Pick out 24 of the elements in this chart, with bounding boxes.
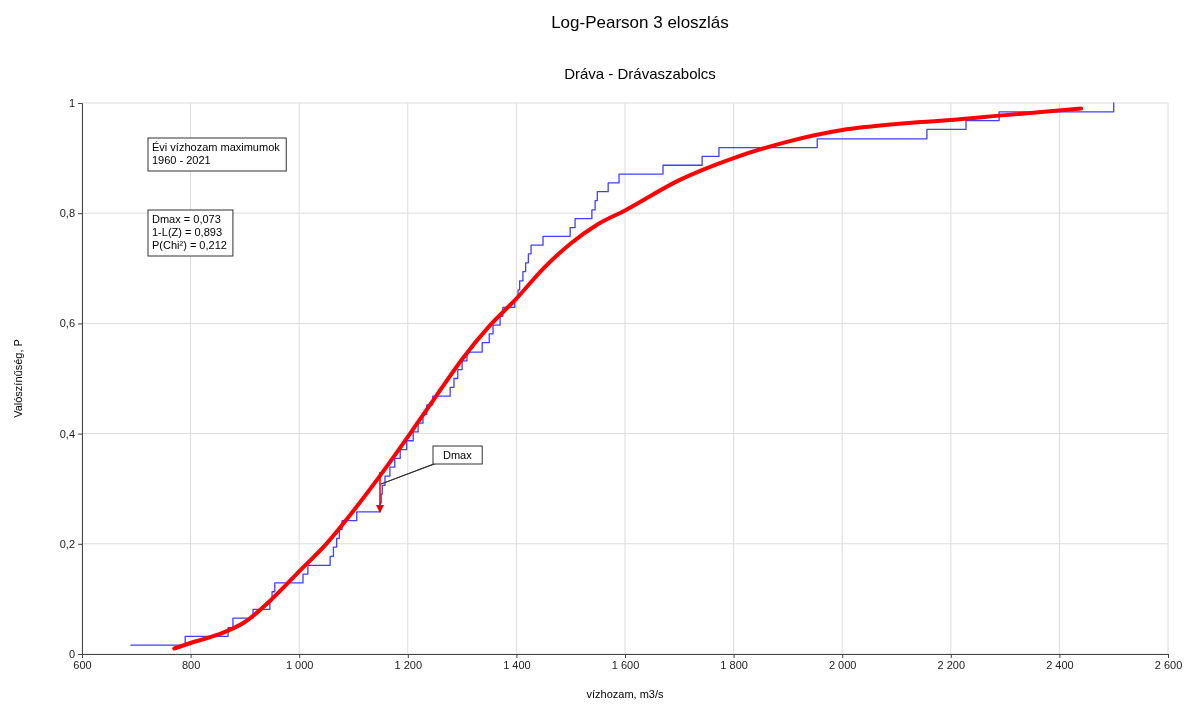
y-axis-title: Valószínűség, P — [12, 339, 24, 418]
x-tick-label: 2 600 — [1154, 658, 1183, 671]
annotation: Dmax — [443, 449, 473, 461]
x-tick-label: 2 000 — [828, 658, 857, 671]
x-tick-label: 1 200 — [394, 658, 423, 671]
annotation: Dmax = 0,073 1-L(Z) = 0,893 P(Chi²) = 0,212 — [152, 213, 227, 251]
y-tick-label: 0,6 — [59, 317, 75, 330]
y-tick-label: 0,4 — [59, 427, 75, 440]
annotation: Évi vízhozam maximumok 1960 - 2021 — [152, 141, 281, 166]
x-tick-label: 1 000 — [285, 658, 314, 671]
x-tick-label: 1 600 — [611, 658, 640, 671]
y-tick-label: 1 — [68, 97, 75, 110]
chart-subtitle: Dráva - Drávaszabolcs — [564, 65, 716, 82]
y-tick-label: 0,2 — [59, 537, 75, 550]
x-tick-label: 1 800 — [720, 658, 748, 671]
x-tick-label: 2 400 — [1046, 658, 1074, 671]
chart-title: Log-Pearson 3 eloszlás — [551, 13, 729, 32]
x-axis-title: vízhozam, m3/s — [586, 688, 665, 700]
x-tick-label: 600 — [73, 658, 92, 671]
x-tick-label: 1 400 — [503, 658, 531, 671]
y-tick-label: 0 — [68, 648, 75, 661]
x-tick-label: 2 200 — [937, 658, 966, 671]
x-tick-label: 800 — [181, 658, 201, 671]
y-tick-label: 0,8 — [59, 207, 75, 220]
